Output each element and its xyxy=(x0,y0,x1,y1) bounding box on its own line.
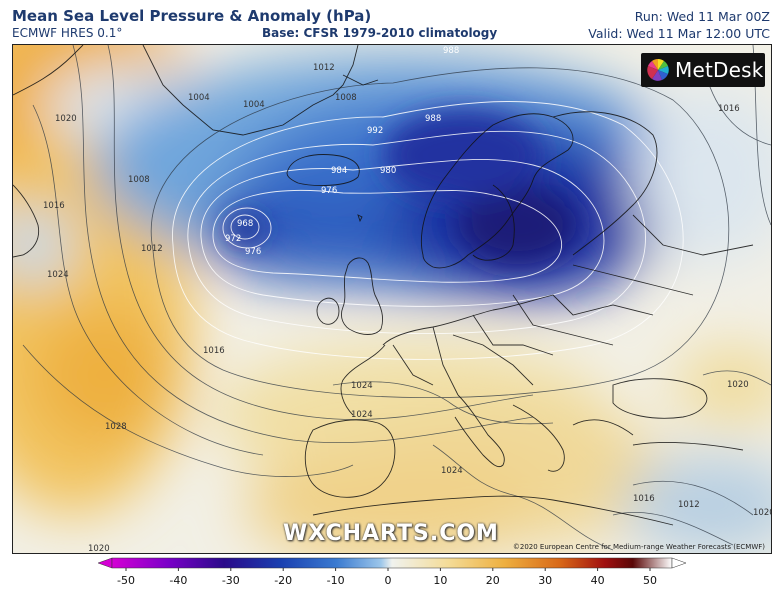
isobar-label: 980 xyxy=(380,166,396,176)
isobar-label: 976 xyxy=(321,186,337,196)
isobar-label: 976 xyxy=(245,247,261,257)
isobar-label: 1004 xyxy=(243,100,265,110)
isobar-label: 1012 xyxy=(141,244,163,254)
isobar-label: 1020 xyxy=(753,508,771,518)
wxcharts-watermark: WXCHARTS.COM xyxy=(283,521,499,546)
map-panel: 1020 1016 1012 1008 1004 1004 1008 1012 … xyxy=(12,44,772,554)
chart-title: Mean Sea Level Pressure & Anomaly (hPa) xyxy=(12,7,372,25)
isobar-label: 1004 xyxy=(188,93,210,103)
colorbar-tick-label: -20 xyxy=(274,574,292,587)
colorbar-right-arrow xyxy=(671,557,687,569)
anomaly-colorbar: -50 -40 -30 -20 -10 0 10 20 30 40 50 xyxy=(97,557,687,587)
valid-label: Valid: Wed 11 Mar 12:00 UTC xyxy=(588,26,770,41)
isobar-label: 1008 xyxy=(128,175,150,185)
colorbar-tick-label: -30 xyxy=(222,574,240,587)
colorbar-gradient xyxy=(111,557,673,569)
isobar-label: 988 xyxy=(425,114,441,124)
metdesk-logo-icon xyxy=(647,59,669,81)
model-label: ECMWF HRES 0.1° xyxy=(12,26,123,40)
colorbar-tick-label: -50 xyxy=(117,574,135,587)
colorbar-tick-label: 50 xyxy=(643,574,657,587)
isobar-label: 1008 xyxy=(335,93,357,103)
ecmwf-credit: ©2020 European Centre for Medium-range W… xyxy=(512,543,765,551)
base-label: Base: CFSR 1979-2010 climatology xyxy=(262,26,498,40)
isobar-label: 1028 xyxy=(105,422,127,432)
colorbar-tick-label: 30 xyxy=(538,574,552,587)
isobar-label: 968 xyxy=(237,219,253,229)
isobar-label: 1024 xyxy=(47,270,69,280)
isobar-label: 972 xyxy=(225,234,241,244)
colorbar-tick-label: -10 xyxy=(327,574,345,587)
isobar-label: 1012 xyxy=(678,500,700,510)
isobar-label: 1016 xyxy=(633,494,655,504)
isobar-label: 1020 xyxy=(88,544,110,553)
metdesk-logo-text: MetDesk xyxy=(675,58,764,82)
colorbar-tick-label: 20 xyxy=(486,574,500,587)
isobar-label-group: 1020 1016 1012 1008 1004 1004 1008 1012 … xyxy=(43,46,771,553)
metdesk-logo: MetDesk xyxy=(641,53,765,87)
run-label: Run: Wed 11 Mar 00Z xyxy=(634,9,770,24)
pressure-anomaly-map: 1020 1016 1012 1008 1004 1004 1008 1012 … xyxy=(13,45,771,553)
isobar-label: 988 xyxy=(443,46,459,56)
isobar-label: 1020 xyxy=(55,114,77,124)
isobar-label: 984 xyxy=(331,166,347,176)
colorbar-tick-label: 0 xyxy=(385,574,392,587)
colorbar-tick-label: 40 xyxy=(591,574,605,587)
isobar-label: 1016 xyxy=(203,346,225,356)
colorbar-tick-label: -40 xyxy=(169,574,187,587)
isobar-label: 1012 xyxy=(313,63,335,73)
isobar-label: 1024 xyxy=(441,466,463,476)
isobar-label: 1016 xyxy=(43,201,65,211)
isobar-label: 1016 xyxy=(718,104,740,114)
colorbar-tick-label: 10 xyxy=(433,574,447,587)
isobar-label: 1024 xyxy=(351,381,373,391)
isobar-label: 1020 xyxy=(727,380,749,390)
isobar-label: 992 xyxy=(367,126,383,136)
colorbar-left-arrow xyxy=(97,557,113,569)
isobar-label: 1024 xyxy=(351,410,373,420)
